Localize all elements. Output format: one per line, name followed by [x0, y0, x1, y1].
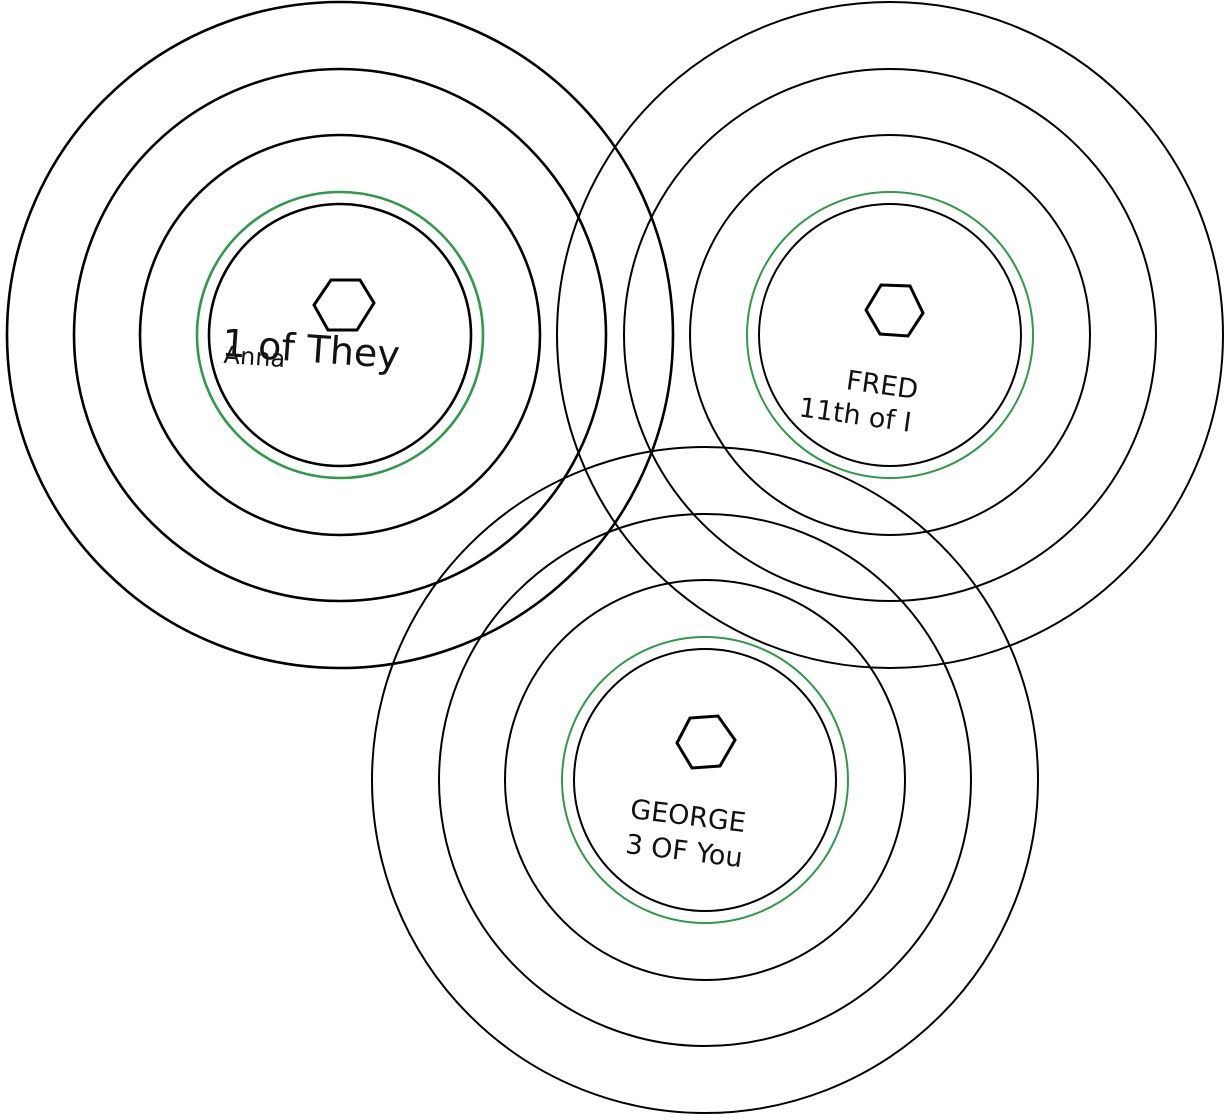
- george-hexagon-icon: [675, 714, 737, 770]
- fred-hexagon-icon: [864, 283, 925, 338]
- fred-halo: [746, 191, 1034, 479]
- anna-ring-inner: [207, 202, 473, 468]
- node-george: GEORGE 3 OF You: [371, 446, 1039, 1114]
- anna-hexagon-icon: [312, 278, 376, 332]
- george-ring-2: [504, 579, 906, 981]
- node-anna: 1 of They Anna: [5, 0, 675, 670]
- fred-ring-inner: [758, 203, 1022, 467]
- node-fred: FRED 11th of I: [556, 1, 1224, 669]
- george-ring-inner: [573, 648, 837, 912]
- anna-halo: [195, 190, 485, 480]
- anna-ring-outer: [5, 0, 675, 670]
- anna-ring-2: [138, 133, 542, 537]
- george-halo: [561, 636, 849, 924]
- fred-ring-2: [689, 134, 1091, 536]
- george-ring-outer: [371, 446, 1039, 1114]
- fred-ring-outer: [556, 1, 1224, 669]
- george-ring-3: [438, 513, 972, 1047]
- fred-ring-3: [623, 68, 1157, 602]
- anna-ring-3: [72, 67, 608, 603]
- anna-title: Anna: [223, 341, 286, 373]
